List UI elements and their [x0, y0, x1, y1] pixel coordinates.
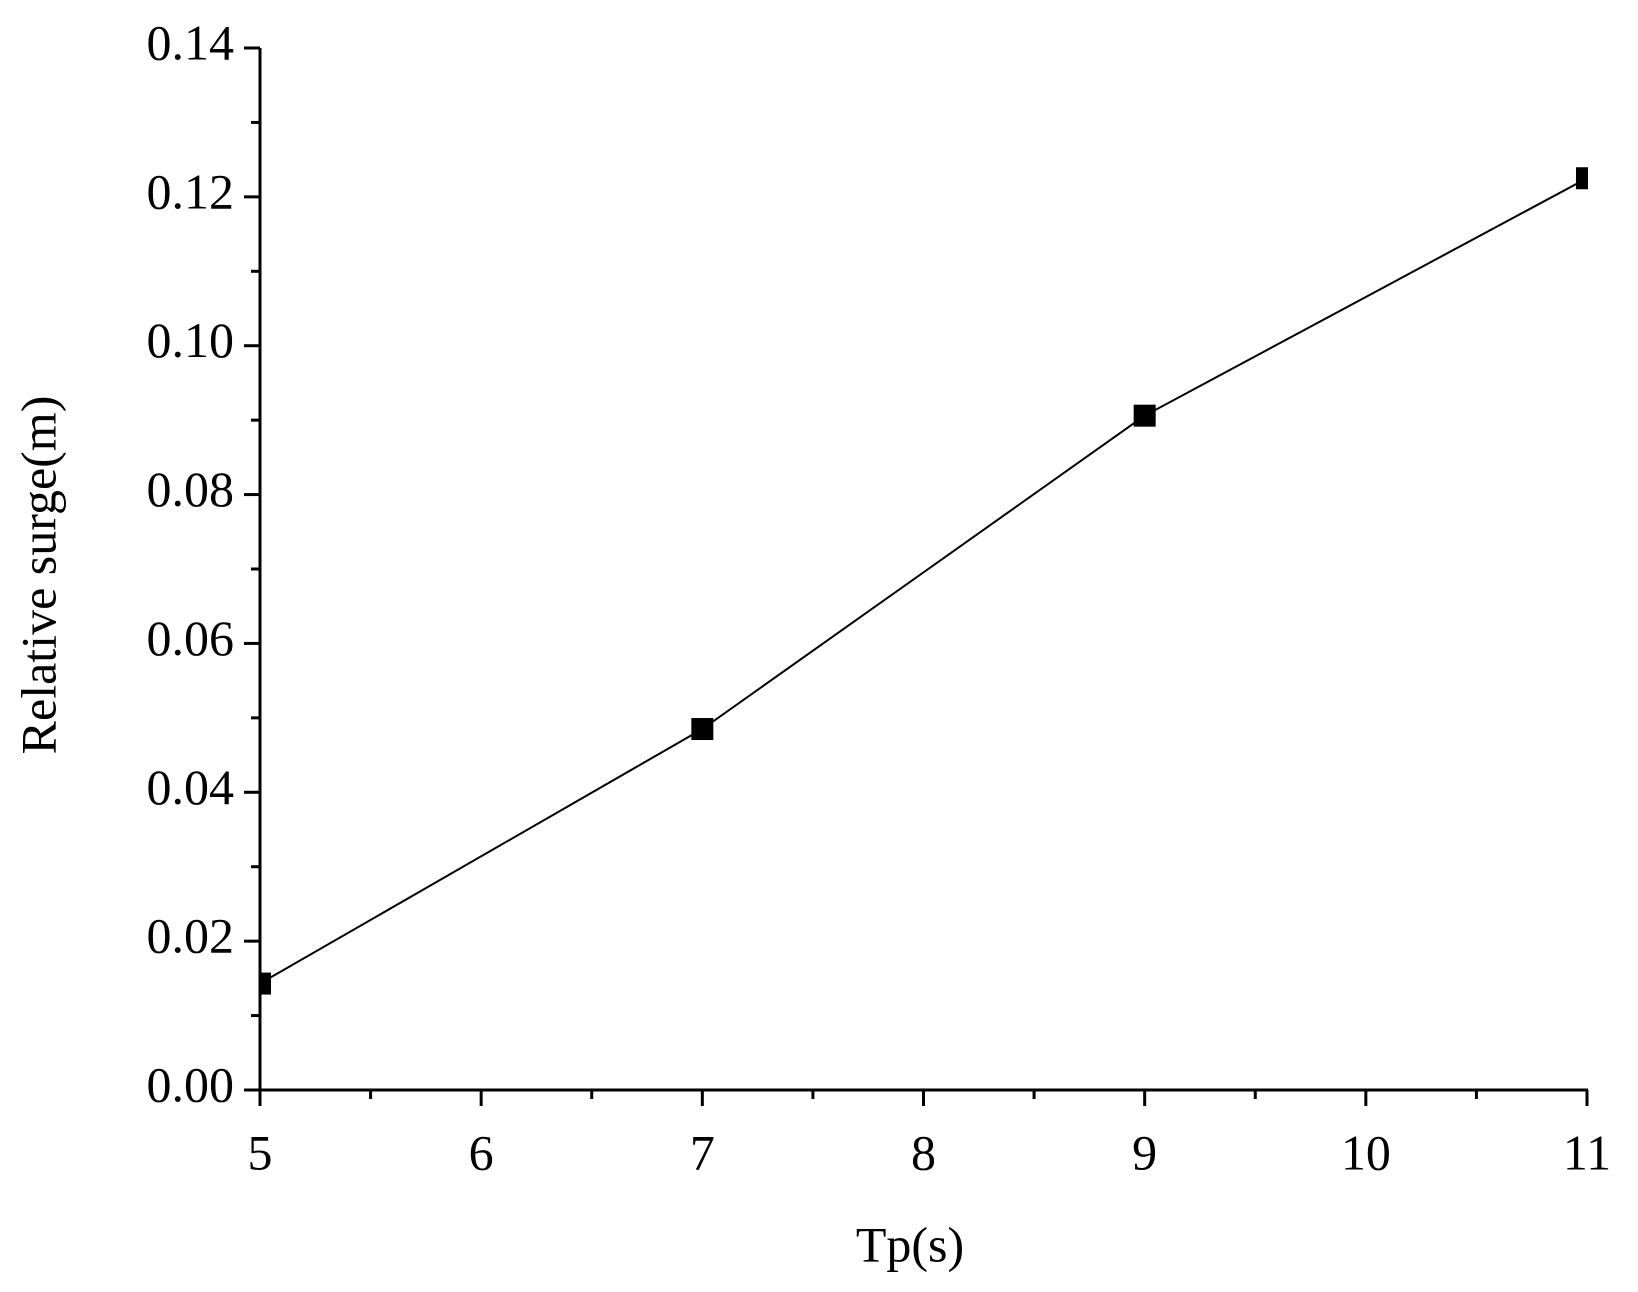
x-tick-label: 9 — [1132, 1124, 1157, 1180]
x-tick-label: 10 — [1341, 1124, 1391, 1180]
y-tick-label: 0.06 — [147, 610, 235, 666]
marker — [691, 718, 714, 741]
y-tick-label: 0.14 — [147, 14, 235, 70]
x-tick-label: 5 — [248, 1124, 273, 1180]
x-tick-label: 6 — [469, 1124, 494, 1180]
y-tick-label: 0.12 — [147, 163, 235, 219]
x-tick-label: 7 — [690, 1124, 715, 1180]
x-tick-label: 11 — [1563, 1124, 1611, 1180]
y-tick-label: 0.04 — [147, 759, 235, 815]
marker — [260, 972, 271, 995]
y-tick-label: 0.08 — [147, 461, 235, 517]
y-tick-label: 0.02 — [147, 908, 235, 964]
plot-area — [260, 167, 1588, 995]
y-tick-label: 0.10 — [147, 312, 235, 368]
y-axis-label: Relative surge(m) — [10, 396, 66, 755]
marker — [1576, 167, 1588, 190]
x-tick-label: 8 — [911, 1124, 936, 1180]
marker — [1133, 404, 1156, 427]
x-axis-label: Tp(s) — [856, 1216, 964, 1272]
line — [260, 177, 1588, 985]
y-tick-label: 0.00 — [147, 1056, 235, 1112]
